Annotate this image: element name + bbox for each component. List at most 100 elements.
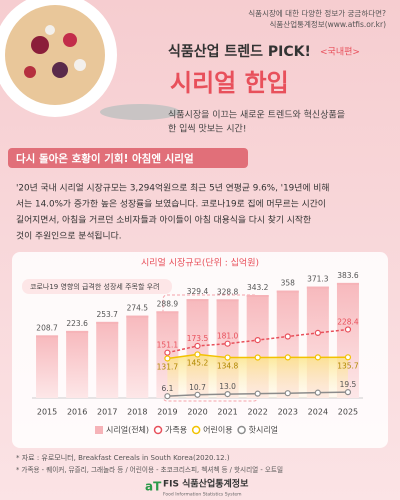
x-tick-label: 2019	[157, 408, 177, 417]
legend-swatch	[237, 425, 246, 435]
bar-label: 274.5	[127, 304, 149, 313]
line-point	[254, 390, 261, 397]
footnote: * 자료 : 유로모니터, Breakfast Cereals in South…	[16, 453, 230, 462]
x-tick-label: 2016	[67, 408, 87, 417]
bar-label: 343.2	[247, 283, 269, 292]
heading-bar	[8, 148, 248, 168]
point-label: 19.5	[340, 380, 357, 389]
legend-swatch	[191, 425, 201, 435]
point-label: 173.5	[187, 334, 209, 343]
bar-label: 288.9	[157, 299, 179, 308]
line-point	[224, 340, 231, 347]
bar-top	[306, 286, 329, 289]
point-label: 134.8	[217, 362, 239, 371]
bar-label: 329.4	[187, 287, 209, 296]
point-label: 151.1	[157, 341, 179, 350]
point-label: 10.7	[189, 383, 206, 392]
tag: <국내편>	[320, 46, 360, 58]
point-label: 131.7	[157, 362, 179, 371]
body-text: 것이 주원인으로 분석됩니다.	[16, 231, 122, 242]
subtitle: 식품시장을 이끄는 새로운 트렌드와 혁신상품을	[168, 109, 345, 121]
line-point	[194, 351, 201, 358]
annotation: 코로나19 영향의 급격한 성장세 주목할 우려	[30, 282, 160, 291]
point-label: 135.7	[337, 361, 359, 370]
line-point	[164, 349, 171, 356]
bar-top	[156, 311, 179, 314]
x-tick-label: 2022	[248, 408, 268, 417]
line-area	[167, 354, 348, 398]
point-label: 145.2	[187, 358, 209, 367]
legend-swatch	[95, 426, 103, 434]
line-point	[254, 354, 261, 361]
point-label: 13.0	[219, 382, 236, 391]
bar-top	[186, 299, 209, 302]
bar-top	[66, 330, 89, 333]
legend-label: 가족용	[165, 426, 187, 435]
line-point	[284, 354, 291, 361]
body-text: '20년 국내 시리얼 시장규모는 3,294억원으로 최근 5년 연평균 9.…	[16, 182, 329, 194]
line-point	[314, 329, 321, 336]
x-tick-label: 2023	[278, 408, 298, 417]
line-point	[344, 389, 352, 396]
point-label: 6.1	[161, 384, 173, 393]
line-point	[344, 326, 352, 333]
bar-label: 371.3	[307, 275, 329, 284]
bar	[96, 321, 119, 398]
line-point	[224, 391, 231, 398]
annotation-box	[22, 279, 172, 294]
bar-label: 328.8	[217, 287, 239, 296]
logo-english: Food Information Statistics System	[163, 492, 241, 498]
x-tick-label: 2017	[97, 408, 117, 417]
info-line: 식품시장에 대한 다양한 정보가 궁금하다면?	[248, 8, 386, 18]
logo-mark: aT	[145, 480, 162, 494]
bar-top	[126, 315, 149, 318]
x-tick-label: 2020	[187, 408, 207, 417]
line-point	[284, 333, 291, 340]
bar-top	[96, 321, 119, 324]
bar-label: 383.6	[337, 271, 359, 280]
main-title: 시리얼 한입	[170, 69, 289, 97]
line-point	[314, 354, 321, 361]
legend-label: 핫시리얼	[249, 425, 278, 435]
legend-label: 어린이용	[203, 425, 232, 435]
line-point	[164, 355, 171, 362]
bar-label: 358	[281, 279, 296, 288]
chart-title: 시리얼 시장규모(단위 : 십억원)	[141, 257, 259, 269]
bar	[36, 335, 59, 398]
section-heading: 다시 돌아온 호황이 기회! 아침엔 시리얼	[16, 152, 194, 165]
bar-top	[246, 295, 269, 298]
bar-label: 253.7	[96, 310, 118, 319]
line-point	[344, 354, 352, 361]
bar-top	[336, 282, 359, 285]
line-point	[224, 354, 231, 361]
x-tick-label: 2018	[127, 408, 147, 417]
legend-swatch	[153, 425, 163, 435]
x-tick-label: 2015	[37, 408, 57, 417]
logo-name: FIS 식품산업통계정보	[163, 478, 249, 490]
bar-top	[36, 335, 59, 338]
line-point	[284, 390, 291, 397]
bar-top	[216, 299, 239, 302]
point-label: 181.0	[217, 332, 239, 341]
x-tick-label: 2024	[308, 408, 328, 417]
info-line: 식품산업통계정보(www.atfis.or.kr)	[270, 19, 387, 29]
footnote: * 가족용 - 퀘이커, 뮤즐리, 그래놀라 등 / 어린이용 - 초코크리스피…	[16, 465, 283, 474]
subtitle: 한 입씩 맛보는 시간!	[168, 123, 246, 135]
bar	[66, 330, 89, 398]
body-text: 서는 14.0%가 증가한 높은 성장률을 보였습니다. 코로나19로 집에 머…	[16, 198, 326, 210]
line-point	[164, 393, 171, 400]
x-tick-label: 2021	[217, 408, 237, 417]
body-text: 길어지면서, 아침을 거르던 소비자들과 아이들이 아침 대용식을 다시 찾기 …	[16, 215, 311, 226]
line-point	[254, 337, 261, 344]
point-label: 228.4	[337, 317, 359, 326]
bar-label: 208.7	[36, 323, 58, 332]
legend-label: 시리얼(전체)	[106, 425, 149, 435]
title: 식품산업 트렌드 PICK!	[168, 43, 311, 60]
line-point	[194, 342, 201, 350]
bar-label: 223.6	[66, 319, 88, 328]
x-tick-label: 2025	[338, 408, 358, 417]
bar	[126, 315, 149, 398]
bar-top	[276, 290, 299, 293]
line-point	[314, 389, 321, 396]
